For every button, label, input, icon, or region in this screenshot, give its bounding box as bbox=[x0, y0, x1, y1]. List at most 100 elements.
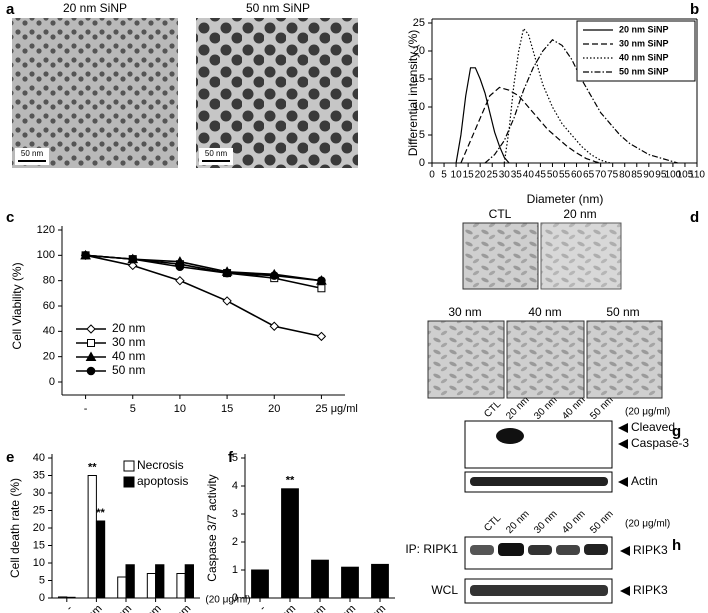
lane-label: 30 nm bbox=[532, 509, 559, 536]
y-tick-label: 0 bbox=[419, 157, 425, 169]
blot-band bbox=[470, 585, 608, 596]
arrow bbox=[618, 439, 628, 449]
x-tick-label: 15 bbox=[463, 170, 475, 181]
legend-label: 20 nm bbox=[112, 321, 145, 335]
x-axis-label: Diameter (nm) bbox=[527, 192, 604, 206]
panel-label: g bbox=[672, 423, 681, 440]
blot-band bbox=[498, 543, 524, 556]
y-axis-label: Differential intensity (%) bbox=[406, 30, 420, 157]
y-tick-label: 120 bbox=[37, 224, 55, 236]
data-point bbox=[175, 275, 185, 286]
y-tick-label: 20 bbox=[413, 45, 425, 57]
panel-label: b bbox=[690, 1, 699, 18]
bar bbox=[251, 569, 269, 599]
legend-marker bbox=[86, 366, 96, 376]
x-tick-label: 55 bbox=[559, 170, 571, 181]
bar bbox=[95, 520, 106, 599]
arrow bbox=[620, 546, 630, 556]
micrograph-label: CTL bbox=[489, 207, 512, 221]
row-label: WCL bbox=[431, 583, 458, 597]
lane-label: 30 nm bbox=[532, 395, 559, 422]
data-point bbox=[269, 321, 279, 331]
bar bbox=[155, 564, 165, 599]
panel-label: a bbox=[6, 1, 15, 18]
y-tick-label: 0 bbox=[49, 376, 55, 388]
y-tick-label: 80 bbox=[43, 275, 55, 287]
x-tick-label: 40 nm bbox=[134, 603, 164, 613]
blot-band bbox=[556, 545, 580, 555]
legend-marker bbox=[86, 324, 96, 334]
bar bbox=[66, 596, 76, 599]
data-point bbox=[317, 276, 326, 285]
y-tick-label: 15 bbox=[413, 73, 425, 85]
y-tick-label: 40 bbox=[43, 325, 55, 337]
blot-band bbox=[496, 428, 524, 444]
x-tick-label: 20 nm bbox=[74, 603, 104, 613]
x-tick-label: 50 bbox=[547, 170, 559, 181]
legend-label: 30 nm bbox=[112, 335, 145, 349]
y-tick-label: 15 bbox=[33, 539, 45, 551]
x-tick-label: - bbox=[257, 602, 268, 613]
dose-note: (20 μg/ml) bbox=[625, 519, 670, 530]
panel-label: e bbox=[6, 449, 14, 466]
legend-label: 50 nm SiNP bbox=[619, 66, 669, 76]
y-tick-label: 10 bbox=[33, 557, 45, 569]
x-tick-label: 25 μg/ml bbox=[315, 403, 357, 415]
y-tick-label: 100 bbox=[37, 249, 55, 261]
data-point bbox=[317, 284, 326, 293]
y-tick-label: 35 bbox=[33, 469, 45, 481]
bar bbox=[58, 596, 68, 599]
micrograph-label: 30 nm bbox=[448, 305, 481, 319]
x-tick-label: 5 bbox=[130, 403, 136, 415]
data-point bbox=[222, 296, 232, 306]
x-tick-label: 35 bbox=[511, 170, 523, 181]
bar bbox=[311, 559, 329, 599]
annotation: ** bbox=[286, 475, 295, 487]
x-tick-label: 95 bbox=[655, 170, 667, 181]
data-point bbox=[128, 260, 138, 271]
x-tick-label: 15 bbox=[221, 403, 233, 415]
y-tick-label: 0 bbox=[39, 592, 45, 604]
dose-note: (20 μg/ml) bbox=[625, 407, 670, 418]
x-tick-label: 5 bbox=[441, 170, 447, 181]
x-tick-label: 70 bbox=[595, 170, 607, 181]
legend-marker bbox=[85, 351, 97, 361]
data-point bbox=[269, 271, 279, 280]
bar bbox=[176, 573, 186, 599]
micrograph bbox=[586, 320, 663, 399]
series-line bbox=[85, 254, 322, 282]
x-tick-label: 105 bbox=[677, 170, 694, 181]
band-label: RIPK3 bbox=[633, 543, 668, 557]
tem-image bbox=[12, 18, 178, 168]
micrograph-label: 20 nm bbox=[563, 207, 596, 221]
y-tick-label: 3 bbox=[232, 508, 238, 520]
series-line bbox=[503, 27, 611, 164]
legend-label: 20 nm SiNP bbox=[619, 24, 669, 34]
blot-band bbox=[528, 545, 552, 555]
data-point bbox=[175, 262, 185, 272]
band-label: Actin bbox=[631, 474, 658, 488]
annotation: ** bbox=[88, 461, 97, 473]
x-tick-label: - bbox=[64, 602, 75, 613]
blot-band bbox=[584, 544, 608, 555]
series-line bbox=[460, 86, 601, 164]
x-tick-label: 65 bbox=[583, 170, 595, 181]
y-tick-label: 4 bbox=[232, 480, 238, 492]
legend-label: 40 nm SiNP bbox=[619, 52, 669, 62]
annotation: ** bbox=[96, 507, 105, 519]
y-tick-label: 25 bbox=[413, 17, 425, 29]
arrow bbox=[618, 477, 628, 487]
scale-bar-label: 50 nm bbox=[21, 149, 44, 158]
panel-label: d bbox=[690, 209, 699, 226]
y-axis-label: Caspase 3/7 activity bbox=[205, 474, 219, 581]
legend-swatch bbox=[123, 476, 135, 488]
x-tick-label: 30 bbox=[499, 170, 511, 181]
x-tick-label: 90 bbox=[643, 170, 655, 181]
panel-label: c bbox=[6, 209, 14, 226]
micrograph bbox=[540, 222, 622, 290]
lane-label: 50 nm bbox=[588, 509, 615, 536]
x-tick-label: 50 nm bbox=[358, 603, 388, 613]
band-label: RIPK3 bbox=[633, 583, 668, 597]
legend-label: 30 nm SiNP bbox=[619, 38, 669, 48]
x-tick-label: 50 nm bbox=[163, 603, 193, 613]
